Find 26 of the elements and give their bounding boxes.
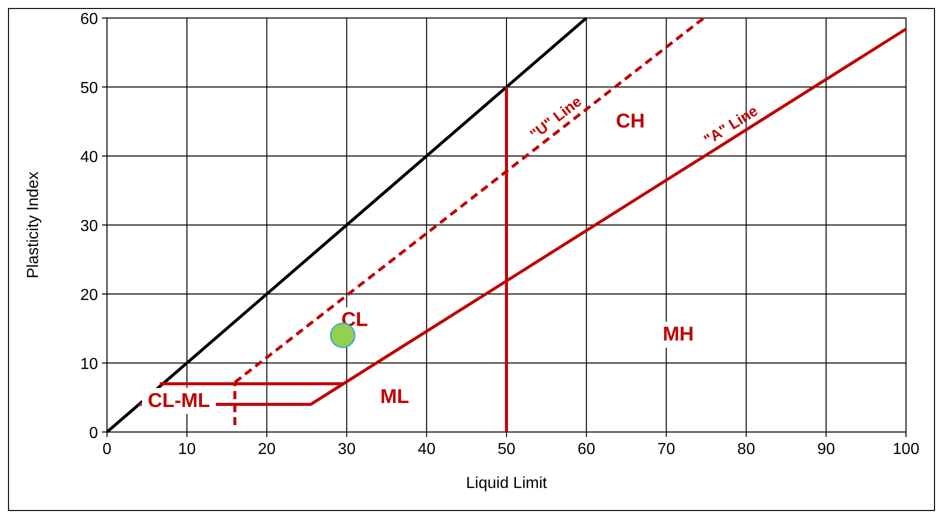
text: "A" Line [701, 102, 762, 149]
y-tick-label: 60 [80, 11, 98, 28]
x-tick-label: 60 [578, 441, 596, 458]
y-axis-title: Plasticity Index [25, 172, 42, 278]
annotation: MH [662, 324, 694, 346]
x-tick-label: 10 [178, 441, 196, 458]
x-tick-label: 100 [892, 441, 920, 458]
x-tick-label: 80 [737, 441, 756, 458]
x-tick-label: 20 [258, 441, 276, 458]
x-tick-label: 50 [498, 441, 516, 458]
annotation: ML [380, 386, 410, 408]
text: "U" Line [527, 93, 586, 144]
y-tick-label: 10 [80, 356, 98, 373]
x-tick-label: 0 [102, 441, 112, 458]
x-axis-title: Liquid Limit [466, 475, 548, 492]
x-tick-label: 30 [338, 441, 356, 458]
y-tick-label: 0 [89, 425, 98, 442]
annotation: CL-ML [148, 390, 210, 412]
y-tick-label: 40 [80, 149, 98, 166]
y-tick-label: 50 [80, 80, 98, 97]
x-tick-label: 90 [817, 441, 836, 458]
y-tick-label: 30 [80, 218, 98, 235]
annotation: CH [616, 110, 645, 132]
x-tick-label: 70 [657, 441, 676, 458]
x-tick-label: 40 [418, 441, 436, 458]
y-tick-label: 20 [80, 287, 98, 304]
